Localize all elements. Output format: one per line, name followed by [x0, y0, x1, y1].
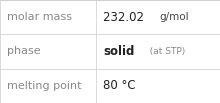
Text: molar mass: molar mass [7, 12, 72, 22]
Text: solid: solid [103, 45, 135, 58]
Text: melting point: melting point [7, 81, 81, 91]
Text: g/mol: g/mol [159, 12, 189, 22]
Text: 232.02: 232.02 [103, 11, 147, 24]
Text: phase: phase [7, 46, 40, 57]
Text: 80 °C: 80 °C [103, 79, 136, 92]
Text: (at STP): (at STP) [144, 47, 185, 56]
